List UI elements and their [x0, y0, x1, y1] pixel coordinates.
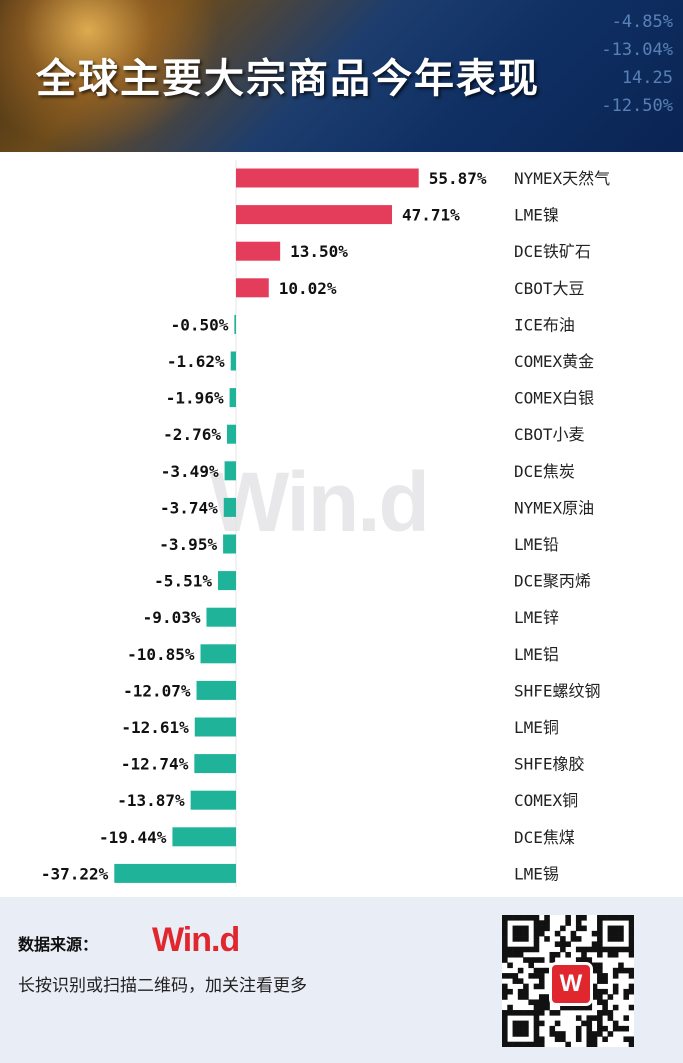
- bar-15: [194, 717, 236, 737]
- bar-6: [229, 388, 236, 408]
- wind-app-icon: W: [549, 962, 593, 1006]
- bar-5: [230, 351, 236, 371]
- category-label-7: CBOT小麦: [514, 425, 585, 444]
- data-label-13: -10.85%: [127, 645, 195, 664]
- qr-code[interactable]: W: [502, 915, 635, 1048]
- category-label-8: DCE焦炭: [514, 462, 575, 481]
- bar-16: [194, 754, 236, 774]
- bar-7: [226, 424, 236, 444]
- bar-chart-svg: 55.87% NYMEX天然气 47.71% LME镍 13.50% DCE铁矿石 10.0…: [41, 160, 610, 887]
- bar-18: [172, 827, 236, 847]
- category-label-4: ICE布油: [514, 315, 575, 334]
- data-label-3: 10.02%: [279, 279, 337, 298]
- category-label-19: LME锡: [514, 864, 559, 883]
- data-label-7: -2.76%: [163, 425, 221, 444]
- bar-12: [206, 607, 236, 627]
- data-label-9: -3.74%: [160, 498, 218, 517]
- category-label-5: COMEX黄金: [514, 352, 594, 371]
- category-label-2: DCE铁矿石: [514, 242, 591, 261]
- data-label-18: -19.44%: [99, 828, 167, 847]
- data-label-8: -3.49%: [161, 462, 219, 481]
- category-label-15: LME铜: [514, 718, 559, 737]
- data-label-14: -12.07%: [123, 681, 191, 700]
- watermark: Win.d: [210, 455, 430, 549]
- bar-13: [200, 644, 236, 664]
- category-label-3: CBOT大豆: [514, 279, 585, 298]
- follow-hint-text: 长按识别或扫描二维码，加关注看更多: [18, 976, 307, 996]
- data-label-19: -37.22%: [41, 864, 109, 883]
- bar-3: [236, 278, 269, 298]
- source-label: 数据来源：: [18, 935, 99, 954]
- data-label-11: -5.51%: [154, 572, 212, 591]
- data-label-4: -0.50%: [171, 315, 229, 334]
- category-label-14: SHFE螺纹钢: [514, 681, 601, 700]
- category-label-9: NYMEX原油: [514, 498, 594, 517]
- data-label-1: 47.71%: [402, 206, 460, 225]
- category-label-0: NYMEX天然气: [514, 169, 610, 188]
- bar-17: [190, 790, 236, 810]
- bar-14: [196, 680, 236, 700]
- bar-19: [114, 863, 236, 883]
- category-label-18: DCE焦煤: [514, 828, 575, 847]
- bar-1: [236, 205, 393, 225]
- data-label-2: 13.50%: [290, 242, 348, 261]
- bar-chart: Win.d 55.87% NYMEX天然气 47.71% LME镍 13.50% DCE铁…: [0, 152, 683, 897]
- category-label-12: LME锌: [514, 608, 559, 627]
- data-label-0: 55.87%: [429, 169, 487, 188]
- qr-code-pattern: [502, 915, 635, 1048]
- category-label-11: DCE聚丙烯: [514, 572, 591, 591]
- data-label-16: -12.74%: [121, 755, 189, 774]
- data-label-5: -1.62%: [167, 352, 225, 371]
- category-label-13: LME铝: [514, 645, 559, 664]
- data-label-10: -3.95%: [159, 535, 217, 554]
- bar-11: [217, 571, 236, 591]
- category-label-1: LME镍: [514, 206, 559, 225]
- bar-4: [234, 314, 236, 334]
- bar-10: [223, 534, 236, 554]
- bar-8: [224, 461, 236, 481]
- data-label-15: -12.61%: [121, 718, 189, 737]
- bar-0: [236, 168, 419, 188]
- bar-2: [236, 241, 281, 261]
- page-title: 全球主要大宗商品今年表现: [36, 56, 540, 102]
- header-banner: -4.85% -13.04% 14.25 -12.50% 全球主要大宗商品今年表…: [0, 0, 683, 152]
- data-label-12: -9.03%: [143, 608, 201, 627]
- category-label-6: COMEX白银: [514, 389, 594, 408]
- data-label-17: -13.87%: [117, 791, 185, 810]
- wind-logo: Win.d: [152, 921, 240, 959]
- bar-9: [223, 497, 236, 517]
- category-label-17: COMEX铜: [514, 791, 578, 810]
- category-label-10: LME铅: [514, 535, 559, 554]
- footer: 数据来源： Win.d 长按识别或扫描二维码，加关注看更多 W: [0, 897, 683, 1063]
- ticker-decoration: -4.85% -13.04% 14.25 -12.50%: [601, 12, 673, 116]
- category-label-16: SHFE橡胶: [514, 755, 585, 774]
- gold-coins-decoration: [0, 0, 220, 152]
- data-label-6: -1.96%: [166, 389, 224, 408]
